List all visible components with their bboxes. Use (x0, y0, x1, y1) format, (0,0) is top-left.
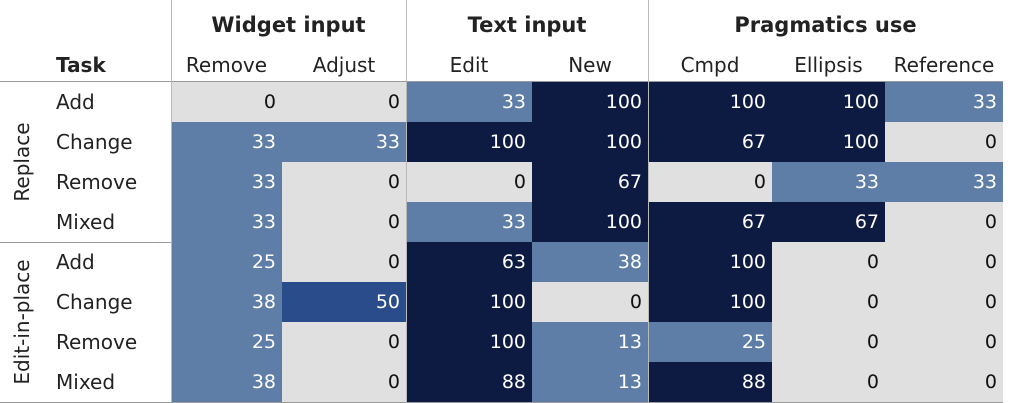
heatmap-cell: 33 (171, 202, 282, 242)
heatmap-cell: 33 (282, 122, 406, 162)
heatmap-cell: 0 (282, 362, 406, 402)
heatmap-cell: 13 (532, 322, 648, 362)
header-divider (0, 81, 1003, 82)
heatmap-cell: 100 (406, 282, 532, 322)
heatmap-cell: 38 (171, 282, 282, 322)
heatmap-cell: 13 (532, 362, 648, 402)
heatmap-cell: 63 (406, 242, 532, 282)
group-header: Widget input (211, 13, 366, 37)
heatmap-cell: 0 (772, 282, 885, 322)
section-label: Replace (10, 122, 34, 202)
row-label: Add (56, 90, 95, 114)
row-label: Change (56, 130, 133, 154)
row-label: Remove (56, 330, 138, 354)
column-header: Adjust (312, 53, 376, 77)
task-header: Task (56, 53, 106, 77)
heatmap-cell: 33 (171, 122, 282, 162)
heatmap-cell: 0 (885, 242, 1003, 282)
heatmap-cell: 0 (648, 162, 772, 202)
section-label: Edit-in-place (10, 259, 34, 385)
heatmap-cell: 67 (532, 162, 648, 202)
heatmap-cell: 67 (648, 202, 772, 242)
heatmap-cell: 33 (772, 162, 885, 202)
heatmap-cell: 33 (406, 202, 532, 242)
heatmap-cell: 0 (885, 362, 1003, 402)
heatmap-cell: 0 (406, 162, 532, 202)
heatmap-cell: 100 (648, 82, 772, 122)
heatmap-cell: 88 (406, 362, 532, 402)
heatmap-cell: 25 (171, 242, 282, 282)
heatmap-cell: 33 (885, 162, 1003, 202)
heatmap-cell: 33 (885, 82, 1003, 122)
heatmap-cell: 0 (282, 202, 406, 242)
heatmap-cell: 33 (406, 82, 532, 122)
heatmap-cell: 0 (171, 82, 282, 122)
heatmap-cell: 100 (648, 282, 772, 322)
heatmap-cell: 67 (648, 122, 772, 162)
row-label: Mixed (56, 210, 116, 234)
column-header: Reference (893, 53, 995, 77)
heatmap-cell: 33 (171, 162, 282, 202)
heatmap-cell: 0 (282, 242, 406, 282)
heatmap-cell: 100 (406, 322, 532, 362)
column-header: Cmpd (680, 53, 740, 77)
heatmap-cell: 0 (772, 242, 885, 282)
group-divider (648, 0, 649, 402)
heatmap-cell: 100 (532, 122, 648, 162)
heatmap-cell: 0 (772, 362, 885, 402)
column-header: Remove (185, 53, 268, 77)
heatmap-cell: 38 (171, 362, 282, 402)
heatmap-cell: 0 (282, 322, 406, 362)
group-divider (171, 0, 172, 402)
heatmap-cell: 25 (648, 322, 772, 362)
row-label: Mixed (56, 370, 116, 394)
group-header: Text input (467, 13, 587, 37)
heatmap-cell: 0 (885, 202, 1003, 242)
heatmap-cell: 100 (532, 82, 648, 122)
row-label: Add (56, 250, 95, 274)
heatmap-cell: 0 (772, 322, 885, 362)
heatmap-cell: 0 (532, 282, 648, 322)
heatmap-cell: 50 (282, 282, 406, 322)
heatmap-cell: 0 (282, 162, 406, 202)
group-divider (406, 0, 407, 402)
heatmap-cell: 88 (648, 362, 772, 402)
heatmap-cell: 67 (772, 202, 885, 242)
heatmap-cell: 100 (532, 202, 648, 242)
heatmap-cell: 38 (532, 242, 648, 282)
column-header: Ellipsis (794, 53, 863, 77)
row-label: Change (56, 290, 133, 314)
heatmap-cell: 25 (171, 322, 282, 362)
heatmap-cell: 100 (406, 122, 532, 162)
heatmap-cell: 100 (772, 82, 885, 122)
heatmap-cell: 100 (648, 242, 772, 282)
column-header: New (568, 53, 612, 77)
heatmap-cell: 0 (885, 282, 1003, 322)
heatmap-cell: 0 (885, 322, 1003, 362)
heatmap-cell: 100 (772, 122, 885, 162)
column-header: Edit (449, 53, 489, 77)
row-label: Remove (56, 170, 138, 194)
group-header: Pragmatics use (734, 13, 917, 37)
heatmap-cell: 0 (885, 122, 1003, 162)
heatmap-cell: 0 (282, 82, 406, 122)
